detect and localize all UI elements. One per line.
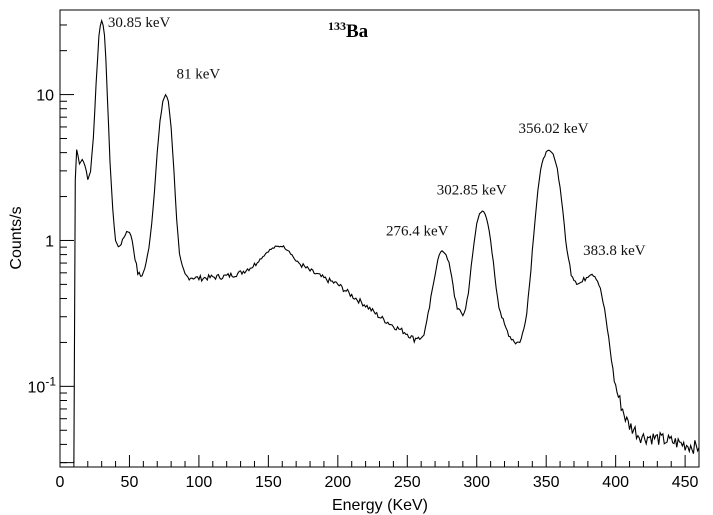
peak-label: 356.02 keV	[519, 121, 589, 137]
plot-frame	[59, 9, 700, 468]
y-axis-title: Counts/s	[8, 206, 25, 269]
spectrum-line	[60, 18, 700, 464]
y-tick-label: 10-1	[28, 374, 57, 396]
x-tick-label: 450	[672, 474, 699, 491]
x-tick-label: 400	[602, 474, 629, 491]
peak-label: 276.4 keV	[386, 224, 449, 240]
y-tick-label: 10	[36, 88, 54, 105]
peak-label: 30.85 keV	[108, 15, 171, 31]
peak-annotations: 30.85 keV 81 keV 276.4 keV 302.85 keV 356.02…	[108, 15, 646, 259]
peak-label: 383.8 keV	[583, 243, 646, 259]
peak-label: 81 keV	[177, 67, 221, 83]
x-tick-label: 250	[394, 474, 421, 491]
x-tick-label: 350	[533, 474, 560, 491]
x-tick-label: 300	[463, 474, 490, 491]
x-axis-title: Energy (KeV)	[332, 497, 428, 514]
chart-title: 133Ba	[328, 19, 369, 42]
x-tick-label: 100	[186, 474, 213, 491]
x-tick-label: 0	[56, 474, 65, 491]
x-tick-label: 50	[121, 474, 139, 491]
y-axis: 10-1 1 10	[28, 24, 74, 464]
title-main: Ba	[346, 21, 369, 42]
x-axis: 0 50 100 150 200 250 300 350 400 450	[56, 455, 700, 491]
title-superscript: 133	[328, 19, 346, 33]
x-tick-label: 150	[255, 474, 282, 491]
x-tick-label: 200	[324, 474, 351, 491]
y-tick-label: 1	[45, 233, 54, 250]
peak-label: 302.85 keV	[437, 183, 507, 199]
